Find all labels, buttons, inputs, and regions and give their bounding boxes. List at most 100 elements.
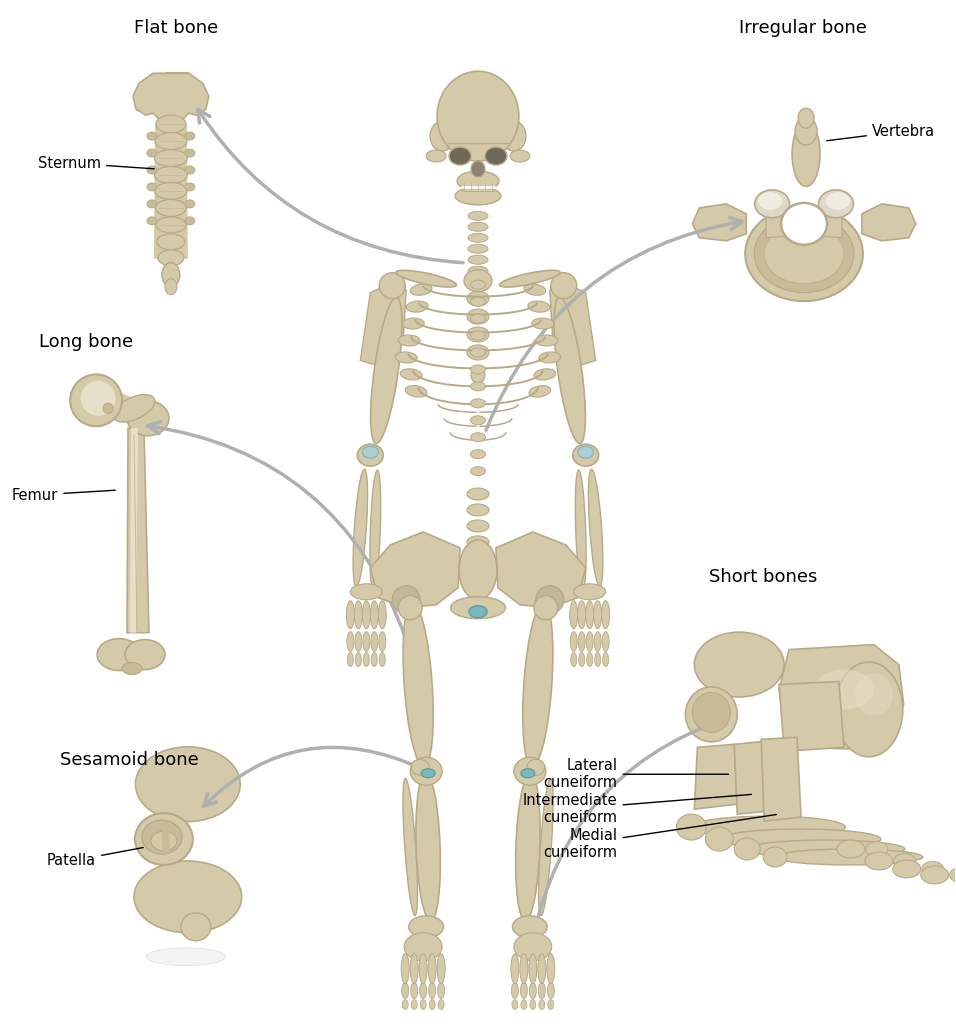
Ellipse shape	[396, 270, 456, 287]
Text: Short bones: Short bones	[709, 568, 817, 586]
Ellipse shape	[147, 200, 157, 208]
Ellipse shape	[538, 983, 545, 998]
Ellipse shape	[471, 368, 485, 383]
Ellipse shape	[748, 840, 904, 858]
Ellipse shape	[470, 365, 486, 374]
Polygon shape	[734, 741, 770, 814]
Ellipse shape	[147, 132, 157, 140]
Ellipse shape	[158, 250, 184, 265]
Ellipse shape	[419, 953, 427, 984]
Ellipse shape	[98, 639, 141, 671]
Ellipse shape	[515, 773, 540, 921]
Ellipse shape	[185, 217, 195, 225]
Ellipse shape	[185, 150, 195, 157]
Ellipse shape	[155, 167, 187, 183]
Ellipse shape	[595, 652, 600, 667]
Polygon shape	[862, 204, 916, 241]
Ellipse shape	[530, 983, 536, 998]
Ellipse shape	[157, 233, 185, 250]
Ellipse shape	[766, 205, 798, 227]
Ellipse shape	[467, 504, 489, 516]
Ellipse shape	[347, 632, 354, 651]
Ellipse shape	[814, 670, 874, 710]
Polygon shape	[116, 390, 154, 422]
Polygon shape	[761, 737, 801, 821]
Ellipse shape	[754, 189, 790, 218]
Ellipse shape	[577, 446, 594, 458]
Ellipse shape	[379, 632, 386, 651]
Ellipse shape	[764, 224, 844, 284]
Ellipse shape	[570, 632, 577, 651]
Ellipse shape	[468, 211, 488, 220]
Ellipse shape	[855, 674, 893, 716]
Ellipse shape	[547, 953, 554, 984]
Ellipse shape	[754, 215, 854, 293]
Ellipse shape	[514, 933, 552, 961]
Ellipse shape	[113, 394, 155, 422]
Ellipse shape	[457, 171, 499, 190]
Ellipse shape	[467, 488, 489, 500]
Ellipse shape	[135, 813, 193, 865]
Ellipse shape	[894, 854, 916, 868]
Ellipse shape	[426, 151, 446, 162]
Ellipse shape	[539, 352, 561, 362]
Ellipse shape	[147, 150, 157, 157]
Ellipse shape	[470, 348, 486, 357]
Text: Irregular bone: Irregular bone	[739, 19, 867, 38]
Ellipse shape	[402, 999, 408, 1010]
Ellipse shape	[399, 335, 421, 346]
Ellipse shape	[826, 191, 850, 210]
Ellipse shape	[467, 552, 489, 564]
Ellipse shape	[523, 602, 553, 767]
Ellipse shape	[521, 999, 527, 1010]
Ellipse shape	[402, 778, 418, 915]
Ellipse shape	[370, 601, 379, 629]
Text: Femur: Femur	[12, 487, 116, 503]
Text: Medial
cuneiform: Medial cuneiform	[544, 814, 776, 860]
Ellipse shape	[358, 444, 383, 466]
Ellipse shape	[151, 831, 177, 851]
Ellipse shape	[470, 398, 486, 408]
Ellipse shape	[155, 132, 186, 150]
Ellipse shape	[156, 115, 185, 133]
Ellipse shape	[468, 255, 488, 264]
Ellipse shape	[136, 746, 240, 821]
Ellipse shape	[437, 72, 519, 161]
Ellipse shape	[156, 217, 185, 232]
Ellipse shape	[122, 663, 142, 675]
Ellipse shape	[362, 601, 370, 629]
Ellipse shape	[438, 999, 445, 1010]
Ellipse shape	[706, 827, 733, 851]
Ellipse shape	[538, 953, 546, 984]
Ellipse shape	[578, 652, 585, 667]
Ellipse shape	[103, 403, 113, 414]
Polygon shape	[766, 208, 796, 238]
Ellipse shape	[470, 450, 486, 459]
Ellipse shape	[410, 758, 442, 785]
Ellipse shape	[185, 183, 195, 190]
Ellipse shape	[402, 318, 424, 329]
Ellipse shape	[468, 278, 488, 286]
Ellipse shape	[470, 416, 486, 425]
Ellipse shape	[470, 382, 486, 391]
Ellipse shape	[470, 331, 486, 340]
Ellipse shape	[524, 284, 546, 295]
Ellipse shape	[533, 596, 557, 620]
Ellipse shape	[467, 327, 489, 342]
Ellipse shape	[485, 147, 507, 165]
Ellipse shape	[347, 652, 354, 667]
Polygon shape	[127, 428, 149, 633]
Ellipse shape	[405, 386, 427, 397]
Ellipse shape	[576, 470, 586, 590]
Text: Patella: Patella	[47, 848, 143, 868]
Ellipse shape	[538, 778, 554, 915]
Polygon shape	[360, 279, 406, 369]
Ellipse shape	[428, 953, 436, 984]
Ellipse shape	[350, 584, 382, 600]
Ellipse shape	[468, 233, 488, 243]
Ellipse shape	[437, 953, 445, 984]
Polygon shape	[133, 74, 208, 123]
Ellipse shape	[399, 596, 423, 620]
Ellipse shape	[471, 161, 485, 177]
Ellipse shape	[155, 150, 187, 167]
